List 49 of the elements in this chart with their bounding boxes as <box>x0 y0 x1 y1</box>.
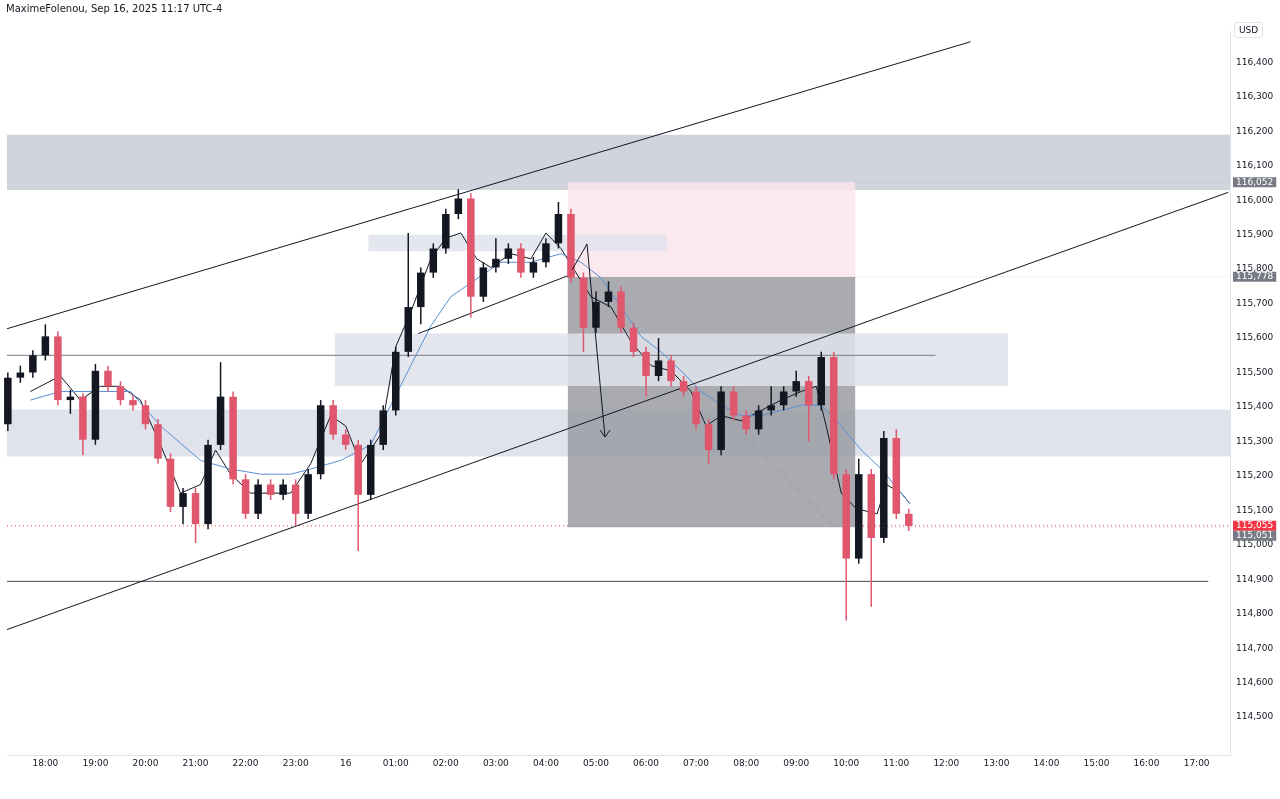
x-tick-label: 14:00 <box>1033 757 1060 768</box>
y-tick-label: 114,700 <box>1236 642 1274 653</box>
x-tick-label: 20:00 <box>132 757 159 768</box>
x-tick-label: 06:00 <box>633 757 660 768</box>
y-tick-label: 115,400 <box>1236 401 1274 412</box>
y-tick-label: 115,900 <box>1236 229 1274 240</box>
y-tick-label: 116,300 <box>1236 91 1274 102</box>
annotation: 115,778 <box>1236 271 1274 282</box>
x-tick-label: 17:00 <box>1183 757 1210 768</box>
y-tick-label: 114,600 <box>1236 676 1274 687</box>
y-tick-label: 114,900 <box>1236 573 1274 584</box>
annotation: 115,051 <box>1236 530 1274 541</box>
y-tick-label: 115,000 <box>1236 539 1274 550</box>
x-tick-label: 02:00 <box>432 757 460 768</box>
y-tick-label: 116,200 <box>1236 125 1274 136</box>
y-tick-label: 115,100 <box>1236 504 1274 515</box>
x-tick-label: 13:00 <box>983 757 1010 768</box>
y-tick-label: 115,300 <box>1236 435 1274 446</box>
x-tick-label: 03:00 <box>482 757 510 768</box>
x-tick-label: 04:00 <box>532 757 560 768</box>
x-tick-label: 16:00 <box>1133 757 1160 768</box>
x-tick-label: 07:00 <box>683 757 710 768</box>
x-tick-label: 18:00 <box>32 757 59 768</box>
annotation: 116,052 <box>1236 176 1274 187</box>
y-tick-label: 115,500 <box>1236 366 1274 377</box>
y-axis-title: USD <box>1234 22 1264 38</box>
y-tick-label: 116,100 <box>1236 160 1274 171</box>
x-tick-label: 11:00 <box>883 757 910 768</box>
y-tick-label: 115,600 <box>1236 332 1274 343</box>
y-tick-label: 114,500 <box>1236 711 1274 722</box>
x-tick-label: 08:00 <box>733 757 760 768</box>
x-tick-label: 09:00 <box>783 757 810 768</box>
y-tick-label: 115,700 <box>1236 297 1274 308</box>
x-tick-label: 22:00 <box>232 757 259 768</box>
y-tick-label: 114,800 <box>1236 608 1274 619</box>
x-tick-label: 15:00 <box>1083 757 1110 768</box>
y-tick-label: 116,400 <box>1236 56 1274 67</box>
x-tick-label: 21:00 <box>182 757 209 768</box>
y-tick-label: 115,200 <box>1236 470 1274 481</box>
x-tick-label: 01:00 <box>382 757 409 768</box>
ref-line-label: 115,055 <box>1236 520 1274 531</box>
x-tick-label: 16 <box>339 757 352 768</box>
y-tick-label: 116,000 <box>1236 194 1274 205</box>
x-tick-label: 19:00 <box>82 757 109 768</box>
x-tick-label: 12:00 <box>933 757 960 768</box>
x-tick-label: 23:00 <box>282 757 309 768</box>
x-tick-label: 10:00 <box>833 757 860 768</box>
chart-title: MaximeFolenou, Sep 16, 2025 11:17 UTC-4 <box>6 3 223 14</box>
x-tick-label: 05:00 <box>583 757 610 768</box>
